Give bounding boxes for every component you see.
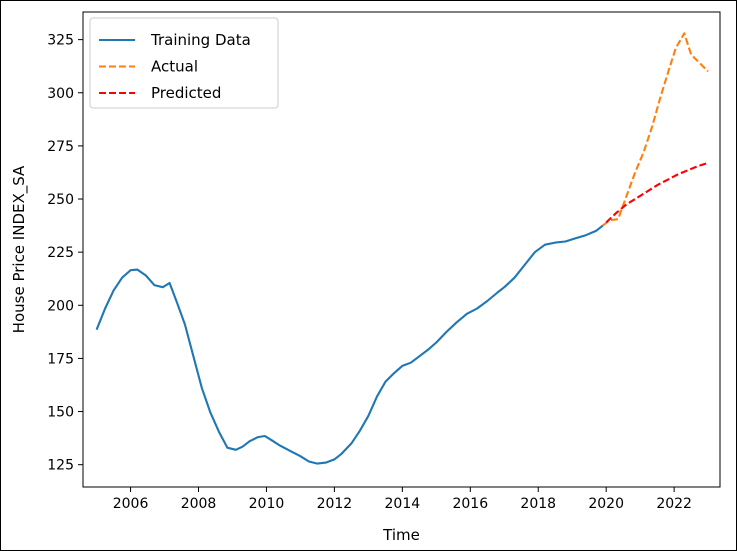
x-tick-label: 2010 <box>249 496 285 512</box>
y-axis: 125 150 175 200 225 250 275 300 325 <box>47 33 83 474</box>
y-tick-label: 250 <box>47 192 74 208</box>
y-tick-label: 175 <box>47 351 74 367</box>
y-axis-label: House Price INDEX_SA <box>10 165 29 333</box>
y-tick-label: 200 <box>47 298 74 314</box>
x-tick-label: 2016 <box>452 496 488 512</box>
x-tick-label: 2012 <box>317 496 353 512</box>
series-line-actual <box>602 32 709 227</box>
x-tick-label: 2020 <box>588 496 624 512</box>
y-tick-label: 150 <box>47 405 74 421</box>
x-axis-label: Time <box>382 526 420 544</box>
x-tick-label: 2006 <box>113 496 149 512</box>
y-tick-label: 300 <box>47 86 74 102</box>
x-axis: 2006 2008 2010 2012 2014 2016 2018 2020 2022 <box>113 487 692 512</box>
plot-series <box>95 32 709 465</box>
x-tick-label: 2022 <box>656 496 692 512</box>
x-tick-label: 2018 <box>520 496 556 512</box>
legend-label: Predicted <box>151 84 221 102</box>
plot-frame <box>82 11 721 488</box>
legend-box <box>89 17 279 109</box>
legend-label: Actual <box>151 58 198 76</box>
y-tick-label: 325 <box>47 33 74 49</box>
series-line-training-data <box>95 224 604 465</box>
legend-label: Training Data <box>150 31 251 49</box>
y-tick-label: 225 <box>47 245 74 261</box>
y-tick-label: 125 <box>47 458 74 474</box>
y-tick-label: 275 <box>47 139 74 155</box>
x-tick-label: 2008 <box>181 496 217 512</box>
legend: Training Data Actual Predicted <box>89 17 279 109</box>
x-tick-label: 2014 <box>385 496 421 512</box>
series-line-predicted <box>605 161 709 224</box>
